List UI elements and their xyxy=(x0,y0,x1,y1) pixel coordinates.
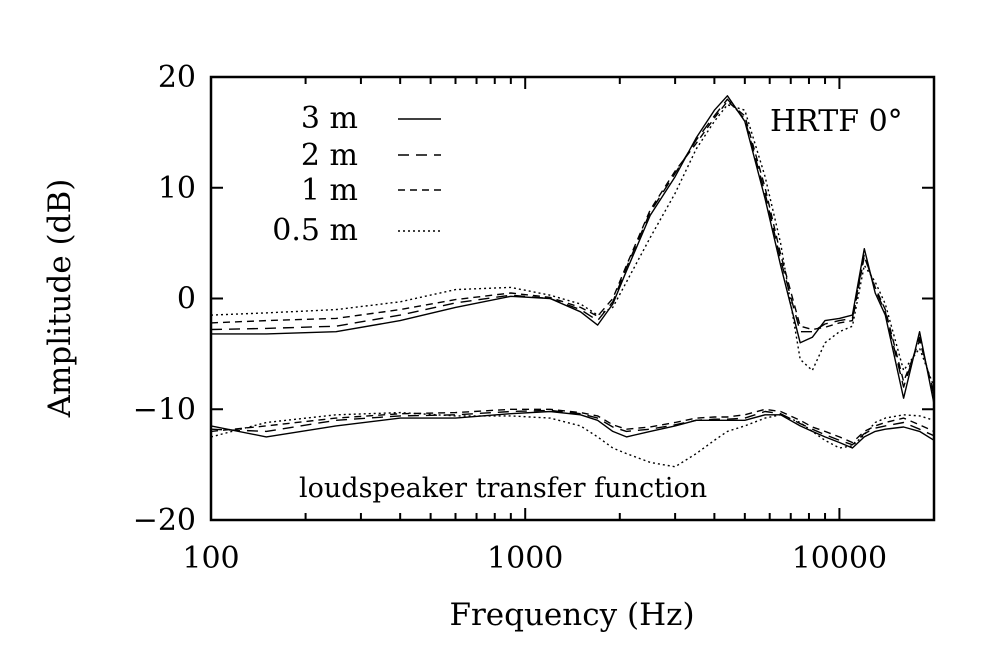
y-tick-label: −20 xyxy=(133,503,196,538)
x-tick-label: 100 xyxy=(182,541,239,576)
series-3m-hrtf xyxy=(211,95,934,404)
series-2m-hrtf xyxy=(211,98,934,397)
legend-label-05m: 0.5 m xyxy=(272,213,358,248)
series-05m-loudspeaker xyxy=(211,411,934,468)
series-2m-loudspeaker xyxy=(211,409,934,446)
x-tick-label: 1000 xyxy=(487,541,563,576)
y-tick-label: 10 xyxy=(158,171,196,206)
series-1m-hrtf xyxy=(211,100,934,393)
axis-ticks xyxy=(210,76,935,521)
y-tick-label: 20 xyxy=(158,60,196,95)
data-series xyxy=(211,95,934,468)
legend-label-1m: 1 m xyxy=(301,173,358,208)
series-3m-loudspeaker xyxy=(211,410,934,449)
hrtf-annotation: HRTF 0° xyxy=(770,104,903,139)
y-tick-label: −10 xyxy=(133,392,196,427)
series-1m-loudspeaker xyxy=(211,408,934,444)
x-tick-label: 10000 xyxy=(792,541,887,576)
loudspeaker-annotation: loudspeaker transfer function xyxy=(299,473,707,504)
legend: 3 m 2 m 1 m 0.5 m xyxy=(272,101,441,248)
x-axis-label: Frequency (Hz) xyxy=(449,597,694,633)
legend-label-2m: 2 m xyxy=(301,138,358,173)
legend-label-3m: 3 m xyxy=(301,101,358,136)
y-tick-label: 0 xyxy=(177,282,196,317)
y-axis-label: Amplitude (dB) xyxy=(42,179,78,419)
